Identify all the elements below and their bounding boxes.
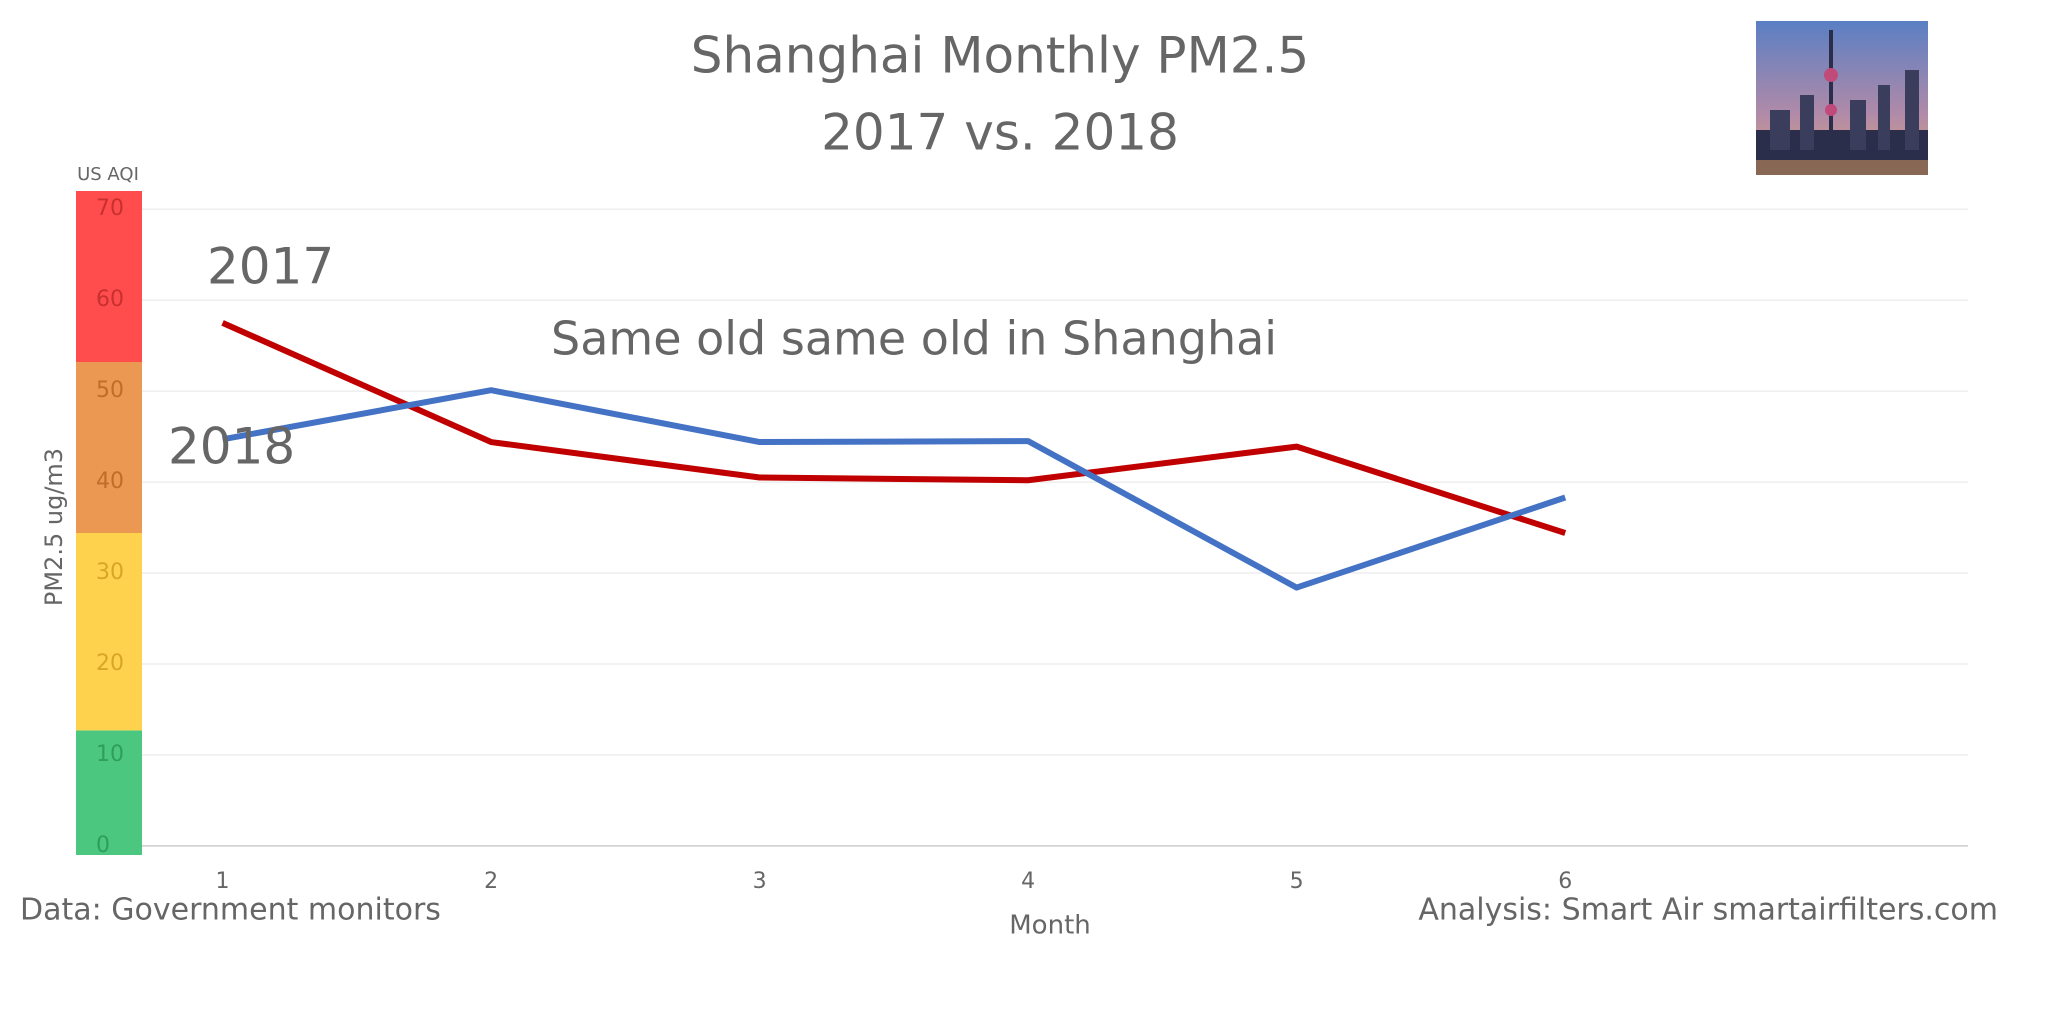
x-tick-label: 4: [1021, 869, 1035, 894]
series-label: 2018: [168, 418, 295, 476]
chart-title: Shanghai Monthly PM2.5: [691, 27, 1310, 85]
aqi-label: US AQI: [77, 164, 139, 185]
source-note: Data: Government monitors: [20, 893, 441, 928]
y-tick-label: 50: [96, 378, 124, 403]
y-tick-label: 10: [96, 742, 124, 767]
x-tick-label: 6: [1558, 869, 1572, 894]
x-axis-label: Month: [1009, 911, 1091, 941]
y-tick-label: 30: [96, 560, 124, 585]
x-tick-label: 1: [216, 869, 230, 894]
series-line: [221, 320, 1567, 536]
credit-note: Analysis: Smart Air smartairfilters.com: [1418, 893, 1998, 928]
y-axis-label: PM2.5 ug/m3: [40, 448, 68, 606]
x-tick-label: 3: [753, 869, 767, 894]
x-tick-label: 2: [484, 869, 498, 894]
y-tick-label: 60: [96, 287, 124, 312]
series-label: 2017: [207, 238, 334, 296]
y-tick-label: 40: [96, 469, 124, 494]
annotation: Same old same old in Shanghai: [551, 312, 1277, 366]
aqi-band: [76, 191, 142, 363]
y-tick-label: 0: [96, 833, 110, 858]
city-photo: [1756, 21, 1928, 175]
x-tick-label: 5: [1290, 869, 1304, 894]
aqi-band: [76, 362, 142, 534]
series-line: [222, 387, 1567, 591]
y-tick-label: 70: [96, 196, 124, 221]
aqi-band: [76, 533, 142, 731]
chart-title: 2017 vs. 2018: [821, 104, 1179, 162]
aqi-band: [76, 730, 142, 855]
y-tick-label: 20: [96, 651, 124, 676]
